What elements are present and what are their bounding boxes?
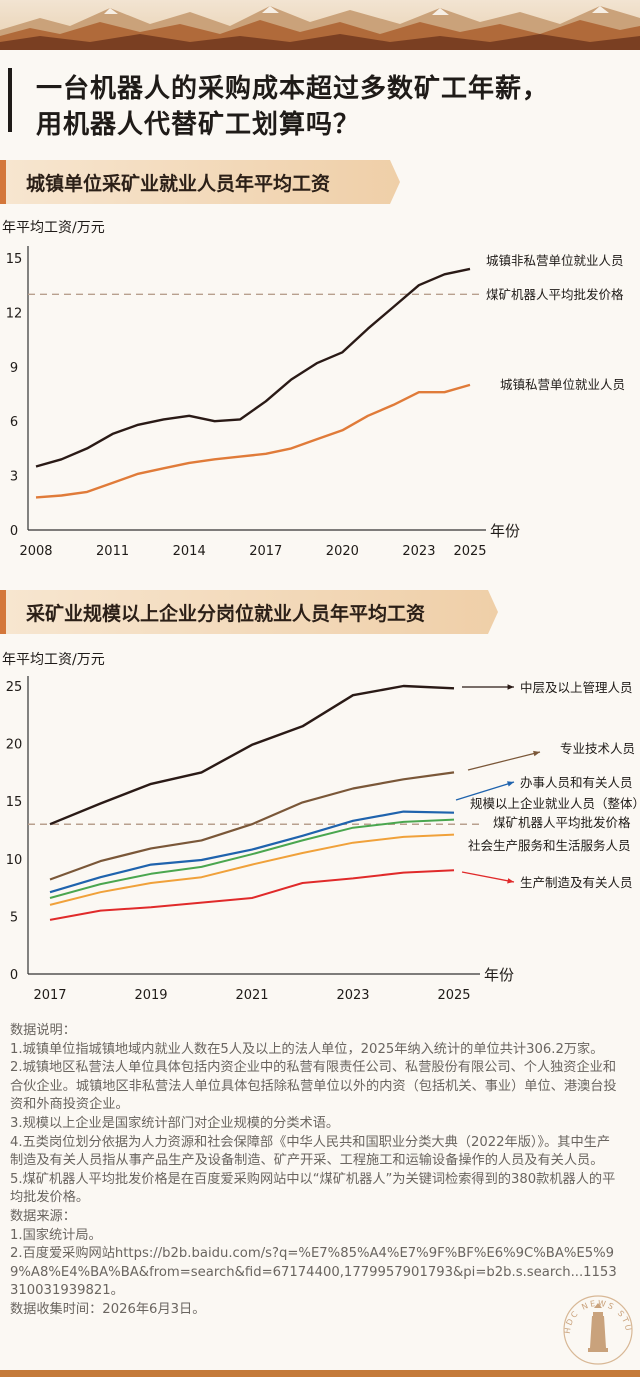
- note-item: 1.城镇单位指城镇地域内就业人数在5人及以上的法人单位，2025年纳入统计的单位…: [10, 1041, 604, 1057]
- title-accent-bar: [8, 68, 12, 132]
- x-tick-label: 2017: [249, 544, 282, 559]
- series-label: 办事人员和有关人员: [520, 775, 633, 790]
- studio-stamp: HDC NEWS STUDIO: [560, 1282, 633, 1365]
- section-header-2: 采矿业规模以上企业分岗位就业人员年平均工资: [0, 590, 498, 634]
- y-tick-label: 25: [6, 680, 23, 695]
- page-title: 一台机器人的采购成本超过多数矿工年薪， 用机器人代替矿工划算吗？: [8, 62, 608, 140]
- title-line-2: 用机器人代替矿工划算吗？: [36, 110, 361, 140]
- series-line: [35, 267, 471, 468]
- series-line: [49, 684, 455, 826]
- series-line: [49, 818, 455, 899]
- y-tick-label: 10: [6, 853, 23, 868]
- series-label: 社会生产服务和生活服务人员: [468, 838, 631, 853]
- mountain-banner: [0, 0, 640, 50]
- series-label: 城镇非私营单位就业人员: [486, 253, 624, 268]
- data-notes: 数据说明： 1.城镇单位指城镇地域内就业人数在5人及以上的法人单位，2025年纳…: [10, 1022, 622, 1320]
- chart-urban-wages: 年平均工资/万元 0 3 6 9 12 15 2008 2011 2014 2017 2020 202…: [2, 220, 625, 559]
- arrow-head: [507, 781, 514, 787]
- y-axis-label: 年平均工资/万元: [2, 652, 105, 668]
- section-title-1: 城镇单位采矿业就业人员年平均工资: [26, 173, 331, 195]
- arrow-head: [507, 878, 514, 884]
- y-tick-label: 12: [6, 306, 23, 321]
- series-label: 煤矿机器人平均批发价格: [493, 815, 631, 830]
- series-line: [49, 771, 455, 881]
- x-tick-label: 2017: [33, 988, 66, 1003]
- x-axis-label: 年份: [484, 966, 514, 984]
- note-item: 2.城镇地区私营法人单位具体包括内资企业中的私营有限责任公司、私营股份有限公司、…: [10, 1060, 617, 1113]
- x-tick-label: 2019: [134, 988, 167, 1003]
- label-arrow: [461, 871, 515, 883]
- y-tick-label: 5: [10, 910, 18, 925]
- arrow-head: [533, 750, 540, 757]
- y-tick-label: 6: [10, 415, 18, 430]
- label-arrow: [455, 781, 515, 801]
- x-tick-label: 2023: [336, 988, 369, 1003]
- x-tick-label: 2020: [326, 544, 359, 559]
- y-tick-label: 3: [10, 470, 18, 485]
- series-line: [35, 383, 471, 499]
- x-tick-label: 2025: [437, 988, 470, 1003]
- x-tick-label: 2014: [173, 544, 206, 559]
- x-tick-label: 2023: [402, 544, 435, 559]
- y-tick-label: 15: [6, 252, 23, 267]
- sources-header: 数据来源：: [10, 1208, 76, 1224]
- lighthouse-icon: [588, 1303, 608, 1352]
- section-header-1: 城镇单位采矿业就业人员年平均工资: [0, 160, 400, 204]
- title-line-1: 一台机器人的采购成本超过多数矿工年薪，: [36, 74, 550, 104]
- notes-header: 数据说明：: [10, 1023, 76, 1038]
- series-line: [49, 833, 455, 906]
- series-label: 生产制造及有关人员: [520, 875, 633, 890]
- series-label: 城镇私营单位就业人员: [500, 377, 625, 392]
- section-header-bg: [0, 160, 400, 204]
- label-arrow: [467, 751, 541, 771]
- section-header-bg: [0, 590, 498, 634]
- y-tick-label: 9: [10, 361, 18, 376]
- series-label: 煤矿机器人平均批发价格: [486, 287, 624, 302]
- note-item: 4.五类岗位划分依据为人力资源和社会保障部《中华人民共和国职业分类大典（2022…: [10, 1134, 611, 1169]
- source-item: 1.国家统计局。: [10, 1227, 102, 1243]
- section-title-2: 采矿业规模以上企业分岗位就业人员年平均工资: [26, 603, 426, 625]
- x-tick-label: 2008: [19, 544, 52, 559]
- y-tick-label: 0: [10, 968, 18, 983]
- series-label: 专业技术人员: [560, 741, 635, 756]
- collection-date: 数据收集时间：2026年6月3日。: [10, 1301, 206, 1317]
- series-line: [49, 810, 455, 894]
- x-tick-label: 2011: [96, 544, 129, 559]
- y-tick-label: 0: [10, 524, 18, 539]
- x-tick-label: 2021: [235, 988, 268, 1003]
- source-item: 2.百度爱采购网站https://b2b.baidu.com/s?q=%E7%8…: [10, 1246, 617, 1299]
- bottom-decor-strip: [0, 1370, 640, 1377]
- note-item: 3.规模以上企业是国家统计部门对企业规模的分类术语。: [10, 1115, 340, 1131]
- series-label: 规模以上企业就业人员（整体）: [470, 796, 640, 811]
- series-label: 中层及以上管理人员: [520, 680, 633, 695]
- x-tick-label: 2025: [453, 544, 486, 559]
- y-axis-label: 年平均工资/万元: [2, 220, 105, 236]
- y-tick-label: 20: [6, 738, 23, 753]
- note-item: 5.煤矿机器人平均批发价格是在百度爱采购网站中以“煤矿机器人”为关键词检索得到的…: [10, 1171, 616, 1206]
- x-axis-label: 年份: [490, 522, 520, 540]
- series-line: [49, 869, 455, 921]
- y-tick-label: 15: [6, 795, 23, 810]
- arrow-head: [507, 684, 514, 690]
